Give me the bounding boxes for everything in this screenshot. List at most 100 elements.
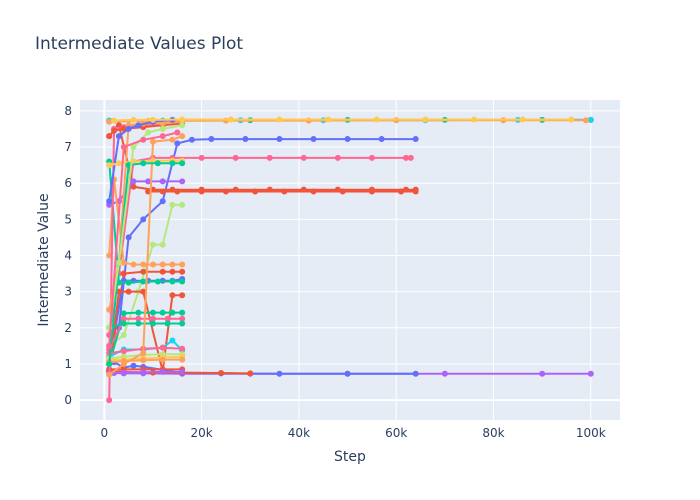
data-point xyxy=(169,337,176,344)
data-point xyxy=(120,310,127,317)
data-point xyxy=(159,120,166,127)
chart-title: Intermediate Values Plot xyxy=(35,34,244,54)
data-point xyxy=(179,368,186,375)
data-point xyxy=(120,315,127,322)
data-point xyxy=(130,362,137,369)
data-point xyxy=(130,178,137,185)
data-point xyxy=(140,350,147,357)
data-point xyxy=(179,320,186,327)
series-12 xyxy=(106,176,186,268)
data-point xyxy=(154,160,161,167)
data-point xyxy=(115,259,122,266)
data-point xyxy=(169,160,176,167)
series-group xyxy=(106,116,594,404)
data-point xyxy=(149,315,156,322)
data-point xyxy=(149,157,156,164)
x-tick-label: 100k xyxy=(576,426,606,440)
data-point xyxy=(159,188,166,195)
data-point xyxy=(115,288,122,295)
data-point xyxy=(247,370,254,377)
data-point xyxy=(188,136,195,143)
y-tick-label: 0 xyxy=(64,393,72,407)
series-31 xyxy=(106,133,186,378)
data-point xyxy=(120,270,127,277)
data-point xyxy=(111,127,118,134)
y-axis-title: Intermediate Value xyxy=(36,193,52,326)
plot-area xyxy=(80,100,620,420)
data-point xyxy=(179,261,186,268)
data-point xyxy=(106,118,113,125)
data-point xyxy=(145,188,152,195)
data-point xyxy=(398,188,405,195)
series-line xyxy=(108,118,173,202)
data-point xyxy=(130,261,137,268)
x-tick-label: 20k xyxy=(191,426,213,440)
data-point xyxy=(125,288,132,295)
data-point xyxy=(115,160,122,167)
data-point xyxy=(179,315,186,322)
data-point xyxy=(120,144,127,151)
data-point xyxy=(587,116,594,123)
data-point xyxy=(106,133,113,140)
data-point xyxy=(179,345,186,352)
data-point xyxy=(179,160,186,167)
series-33 xyxy=(106,160,186,367)
data-point xyxy=(179,133,186,140)
x-tick-label: 80k xyxy=(482,426,504,440)
x-tick-label: 0 xyxy=(101,426,109,440)
series-15 xyxy=(106,158,186,286)
data-point xyxy=(159,241,166,248)
data-point xyxy=(422,116,429,123)
data-point xyxy=(159,198,166,205)
data-point xyxy=(149,261,156,268)
data-point xyxy=(179,122,186,129)
series-35 xyxy=(111,116,575,124)
data-point xyxy=(325,116,332,123)
data-point xyxy=(159,261,166,268)
data-point xyxy=(471,116,478,123)
gridlines xyxy=(80,100,620,420)
data-point xyxy=(159,125,166,132)
data-point xyxy=(310,136,317,143)
data-point xyxy=(140,268,147,275)
data-point xyxy=(587,370,594,377)
data-point xyxy=(519,116,526,123)
series-line xyxy=(108,138,416,365)
data-point xyxy=(242,136,249,143)
data-point xyxy=(106,360,113,367)
data-point xyxy=(159,344,166,351)
data-point xyxy=(208,136,215,143)
data-point xyxy=(227,116,234,123)
data-point xyxy=(159,309,166,316)
data-point xyxy=(135,309,142,316)
series-9 xyxy=(145,188,419,195)
data-point xyxy=(582,117,589,124)
data-point xyxy=(106,198,113,205)
y-tick-labels: 0 1 2 3 4 5 6 7 8 xyxy=(64,104,72,407)
data-point xyxy=(276,116,283,123)
data-point xyxy=(222,188,229,195)
data-point xyxy=(140,160,147,167)
series-6 xyxy=(106,136,419,367)
data-point xyxy=(339,188,346,195)
y-tick-label: 8 xyxy=(64,104,72,118)
data-point xyxy=(149,241,156,248)
data-point xyxy=(539,370,546,377)
data-point xyxy=(368,154,375,161)
data-point xyxy=(159,368,166,375)
data-point xyxy=(441,370,448,377)
data-point xyxy=(106,162,113,169)
data-point xyxy=(115,133,122,140)
data-point xyxy=(135,122,142,129)
y-tick-label: 7 xyxy=(64,140,72,154)
data-point xyxy=(106,252,113,259)
data-point xyxy=(407,154,414,161)
data-point xyxy=(174,140,181,147)
series-30 xyxy=(106,116,176,205)
data-point xyxy=(120,360,127,367)
data-point xyxy=(125,279,132,286)
data-point xyxy=(276,370,283,377)
data-point xyxy=(120,259,127,266)
data-point xyxy=(300,154,307,161)
